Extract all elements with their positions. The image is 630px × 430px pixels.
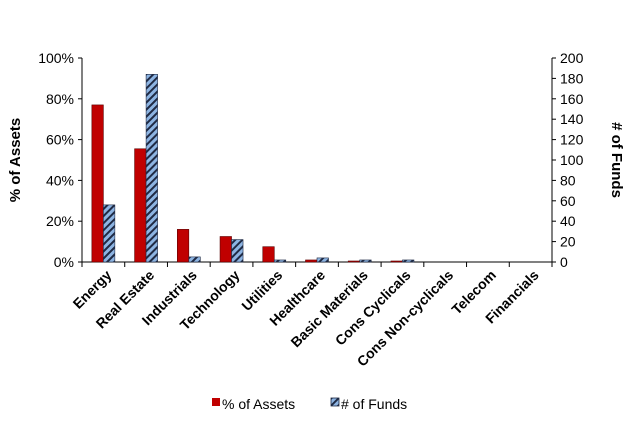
category-label: Cons Cyclicals [332,267,414,349]
y2-tick-label: 60 [560,193,576,209]
plot-area: 0% 20% 40% 60% 80% 100% 0 20 40 60 80 100 120 140 160 1… [38,50,583,369]
y2-tick-label: 180 [560,70,584,86]
legend-label-funds: # of Funds [341,396,407,412]
bar-assets [177,229,190,263]
y-tick-label: 80% [46,91,74,107]
bar-funds [402,259,415,263]
y2-tick-label: 40 [560,213,576,229]
y2-tick-label: 160 [560,91,584,107]
y-tick-label: 0% [54,254,74,270]
bar-assets [390,260,403,263]
bar-funds [231,239,244,263]
bar-funds [359,259,372,263]
y2-tick-label: 0 [560,254,568,270]
bar-assets [262,246,275,263]
y-axis-title: % of Assets [7,118,24,202]
y-tick-label: 20% [46,213,74,229]
bar-assets [347,260,361,263]
bar-funds [316,257,329,263]
bar-funds [145,74,158,263]
y2-tick-label: 100 [560,152,584,168]
y-tick-label: 60% [46,132,74,148]
bar-funds [273,259,287,263]
y2-tick-label: 20 [560,234,576,250]
bar-funds [103,204,116,263]
bar-assets [305,259,318,263]
y2-tick-label: 80 [560,172,576,188]
y2-tick-label: 120 [560,132,584,148]
legend-swatch-assets [212,398,220,406]
bar-assets [91,104,104,263]
legend: % of Assets # of Funds [212,396,407,412]
bar-assets [134,148,147,263]
y2-axis-title: # of Funds [608,122,625,198]
y2-tick-label: 140 [560,111,584,127]
y2-tick-label: 200 [560,50,584,66]
legend-label-assets: % of Assets [222,396,295,412]
bar-funds [188,256,201,263]
legend-swatch-funds [330,397,340,407]
category-label: Basic Materials [287,267,371,351]
y-tick-label: 40% [46,172,74,188]
bar-assets [219,236,232,263]
y-tick-label: 100% [38,50,74,66]
